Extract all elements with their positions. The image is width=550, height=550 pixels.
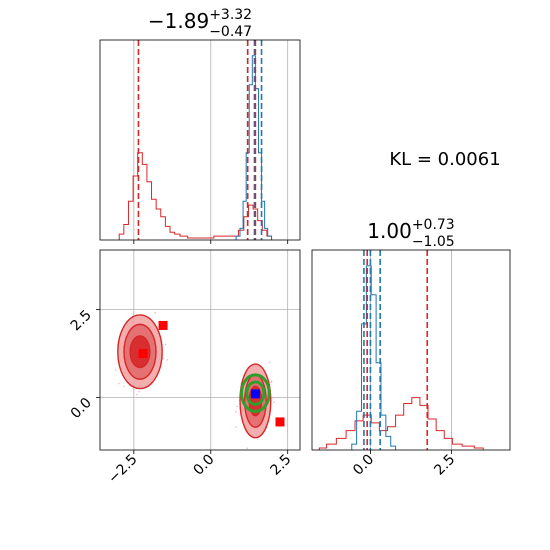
title-x1: 1.00+0.73 xyxy=(367,217,454,243)
title-x1-value: 1.00 xyxy=(367,219,412,243)
scatter-sample-point xyxy=(138,390,140,393)
red-square-marker-1 xyxy=(158,320,168,330)
title-x1-lower: −1.05 xyxy=(412,234,455,250)
scatter-sample-point xyxy=(235,410,237,413)
hist0-blue-histogram-line xyxy=(235,55,273,240)
green-contour-0 xyxy=(240,373,271,413)
titles-and-labels: −1.89+3.32−0.47 1.00+0.73−1.05 KL = 0.0061 xyxy=(148,7,501,250)
scatter-frame xyxy=(99,249,301,451)
scatter-sample-point xyxy=(166,359,169,361)
scatter-sample-point xyxy=(114,369,117,371)
histogram-panel-x0 xyxy=(99,39,301,244)
kl-annotation: KL = 0.0061 xyxy=(389,149,500,170)
red-square-marker-2 xyxy=(275,417,285,427)
scatter-sample-point xyxy=(118,382,120,385)
title-x0-lower: −0.47 xyxy=(209,24,252,40)
title-x0: −1.89+3.32 xyxy=(148,7,252,33)
red-square-marker-0 xyxy=(138,349,148,359)
scatter-sample-point xyxy=(270,381,272,384)
hist1-frame xyxy=(311,249,511,451)
scatter-sample-point xyxy=(273,401,275,404)
scatter-sample-point xyxy=(271,397,274,399)
title-x0-upper: +3.32 xyxy=(209,7,252,23)
scatter-sample-point xyxy=(246,447,248,449)
hist1-blue-histogram-line xyxy=(351,265,397,450)
title-x0-value: −1.89 xyxy=(148,9,209,33)
scatter-sample-point xyxy=(154,311,157,314)
hist0-red-histogram-line xyxy=(118,152,273,240)
scatter-sample-point xyxy=(136,393,138,396)
scatter-sample-point xyxy=(164,343,167,346)
hist1-red-histogram-line xyxy=(318,397,484,450)
scatter-sample-point xyxy=(123,385,125,388)
scatter-sample-point xyxy=(235,426,237,428)
green-contour-1 xyxy=(245,380,266,406)
hist0-frame xyxy=(99,39,301,241)
scatter-sample-point xyxy=(236,405,239,408)
scatter-sample-point xyxy=(268,361,271,364)
title-x1-upper: +0.73 xyxy=(412,217,455,233)
scatter-sample-point xyxy=(270,380,273,383)
blue-square-marker xyxy=(250,389,260,399)
